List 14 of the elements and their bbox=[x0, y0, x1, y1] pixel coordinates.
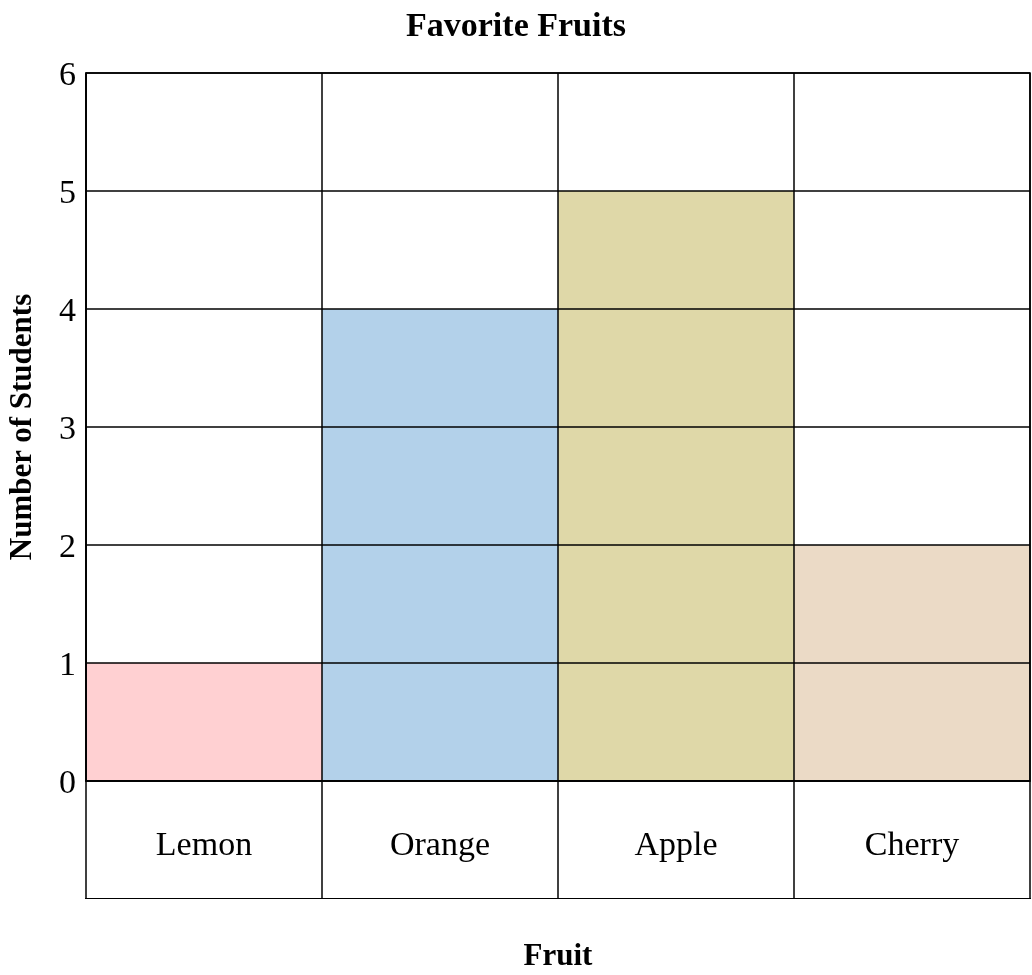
x-tick-label: Lemon bbox=[155, 824, 253, 862]
x-tick-label: Apple bbox=[634, 824, 718, 862]
x-tick-label: Orange bbox=[389, 824, 491, 862]
y-tick-label: 5 bbox=[59, 172, 76, 210]
chart-title: Favorite Fruits bbox=[406, 5, 626, 43]
y-tick-label: 2 bbox=[59, 526, 76, 564]
x-axis-title: Fruit bbox=[523, 937, 594, 972]
y-tick-label: 4 bbox=[59, 290, 76, 328]
y-axis-title: Number of Students bbox=[3, 293, 38, 561]
y-tick-label: 6 bbox=[59, 54, 76, 92]
y-tick-label: 1 bbox=[59, 644, 76, 682]
y-tick-label: 3 bbox=[59, 408, 76, 446]
x-tick-label: Cherry bbox=[864, 824, 960, 862]
y-tick-label: 0 bbox=[59, 762, 76, 800]
